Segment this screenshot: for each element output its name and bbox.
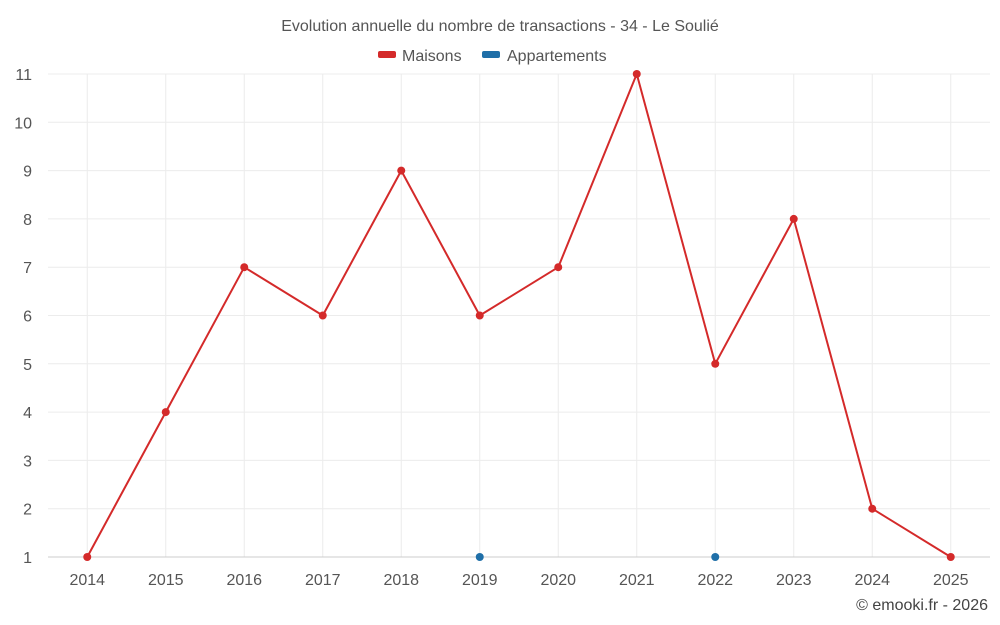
data-point-maisons[interactable]	[161, 408, 170, 417]
legend-item-appartements[interactable]: Appartements	[482, 48, 607, 65]
x-tick-label: 2023	[776, 572, 812, 589]
chart-title: Evolution annuelle du nombre de transact…	[281, 18, 719, 35]
x-tick-label: 2021	[619, 572, 655, 589]
legend-swatch-maisons	[378, 51, 396, 58]
data-point-maisons[interactable]	[632, 70, 641, 78]
x-tick-label: 2017	[305, 572, 341, 589]
series	[83, 70, 955, 561]
y-tick-label: 4	[23, 405, 32, 422]
legend-item-maisons[interactable]: Maisons	[378, 48, 462, 65]
legend-label-appartements: Appartements	[507, 48, 607, 65]
x-tick-label: 2018	[383, 572, 419, 589]
series-line-maisons	[86, 73, 952, 558]
y-tick-label: 11	[15, 67, 32, 84]
grid	[48, 73, 990, 558]
y-tick-label: 7	[23, 260, 32, 277]
data-point-appartements[interactable]	[475, 553, 484, 561]
y-tick-label: 1	[23, 550, 32, 567]
x-tick-label: 2022	[697, 572, 733, 589]
data-point-maisons[interactable]	[789, 214, 798, 223]
x-tick-label: 2016	[226, 572, 262, 589]
x-tick-label: 2014	[69, 572, 105, 589]
data-point-maisons[interactable]	[83, 553, 92, 561]
legend-swatch-appartements	[482, 51, 500, 58]
y-tick-label: 5	[23, 357, 32, 374]
x-tick-label: 2025	[933, 572, 969, 589]
y-tick-label: 2	[23, 502, 32, 519]
credit-text: © emooki.fr - 2026	[856, 597, 988, 614]
y-tick-label: 9	[23, 164, 32, 181]
y-tick-label: 6	[23, 309, 32, 326]
data-point-maisons[interactable]	[475, 311, 484, 320]
data-point-maisons[interactable]	[554, 263, 563, 272]
legend: Maisons Appartements	[378, 48, 607, 65]
x-tick-label: 2024	[854, 572, 890, 589]
y-tick-label: 8	[23, 212, 32, 229]
data-point-maisons[interactable]	[318, 311, 327, 320]
x-tick-label: 2015	[148, 572, 184, 589]
data-point-maisons[interactable]	[868, 504, 877, 513]
x-axis-ticks: 2014 2015 2016 2017 2018 2019 2020 2021 2022 2023…	[69, 572, 968, 589]
x-tick-label: 2019	[462, 572, 498, 589]
y-axis-ticks: 1 2 3 4 5 6 7 8 9 10 11	[14, 67, 32, 567]
y-tick-label: 3	[23, 453, 32, 470]
data-point-maisons[interactable]	[397, 166, 406, 175]
x-tick-label: 2020	[540, 572, 576, 589]
y-tick-label: 10	[14, 115, 32, 132]
data-point-appartements[interactable]	[711, 553, 720, 561]
data-point-maisons[interactable]	[240, 263, 249, 272]
data-point-maisons[interactable]	[946, 553, 955, 561]
data-point-maisons[interactable]	[711, 359, 720, 368]
legend-label-maisons: Maisons	[402, 48, 462, 65]
